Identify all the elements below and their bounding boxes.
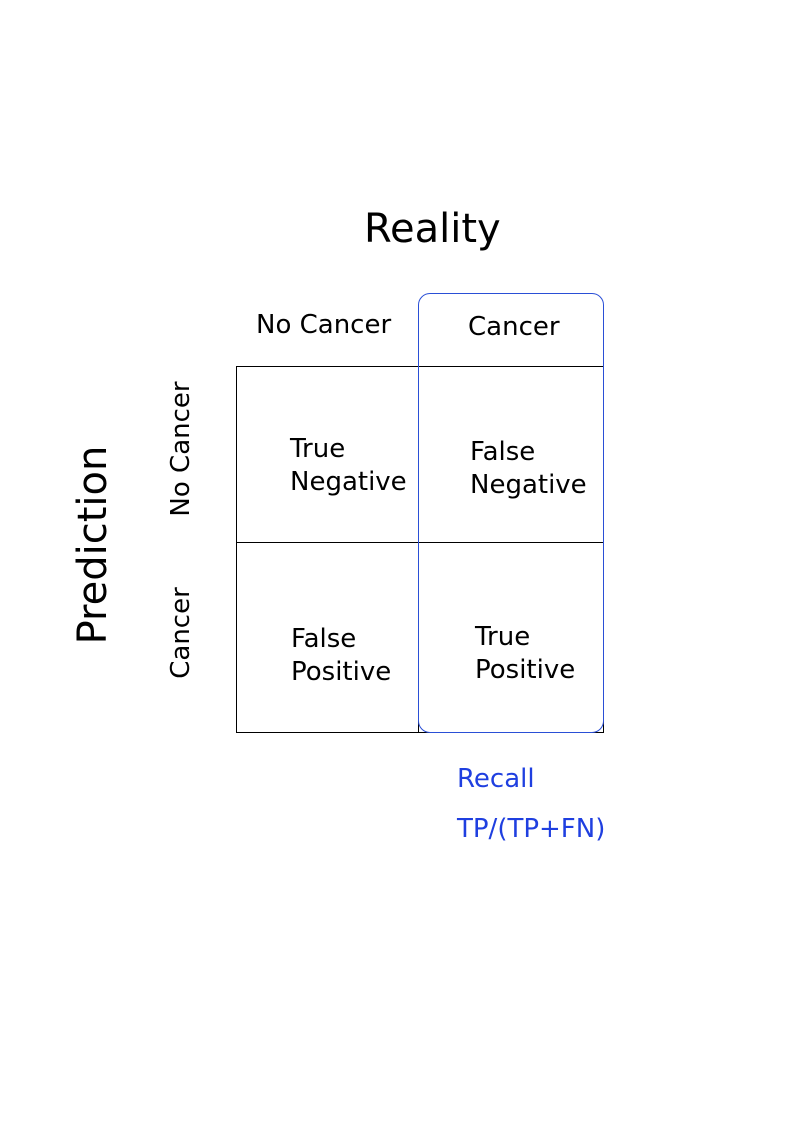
cell-false-negative-line-1: False: [470, 437, 536, 467]
prediction-axis-title: Prediction: [70, 445, 116, 645]
row-header-no-cancer: No Cancer: [166, 381, 196, 517]
row-header-cancer: Cancer: [166, 587, 196, 679]
recall-formula: TP/(TP+FN): [457, 814, 606, 844]
cell-true-negative: True Negative: [290, 433, 407, 499]
cell-false-positive: False Positive: [291, 623, 391, 689]
cell-true-negative-line-1: True: [290, 434, 346, 464]
cell-true-positive: True Positive: [475, 621, 575, 687]
recall-highlight-box: [418, 293, 604, 733]
column-header-cancer: Cancer: [468, 312, 560, 342]
cell-true-positive-line-2: Positive: [475, 655, 576, 685]
cell-false-negative: False Negative: [470, 436, 587, 502]
column-header-no-cancer: No Cancer: [256, 310, 392, 340]
cell-true-positive-line-1: True: [475, 622, 531, 652]
recall-label: Recall: [457, 764, 535, 794]
reality-axis-title: Reality: [364, 206, 501, 252]
cell-false-positive-line-2: Positive: [291, 657, 392, 687]
cell-false-positive-line-1: False: [291, 624, 357, 654]
cell-true-negative-line-2: Negative: [290, 467, 407, 497]
cell-false-negative-line-2: Negative: [470, 470, 587, 500]
grid-horizontal-divider: [236, 542, 604, 543]
